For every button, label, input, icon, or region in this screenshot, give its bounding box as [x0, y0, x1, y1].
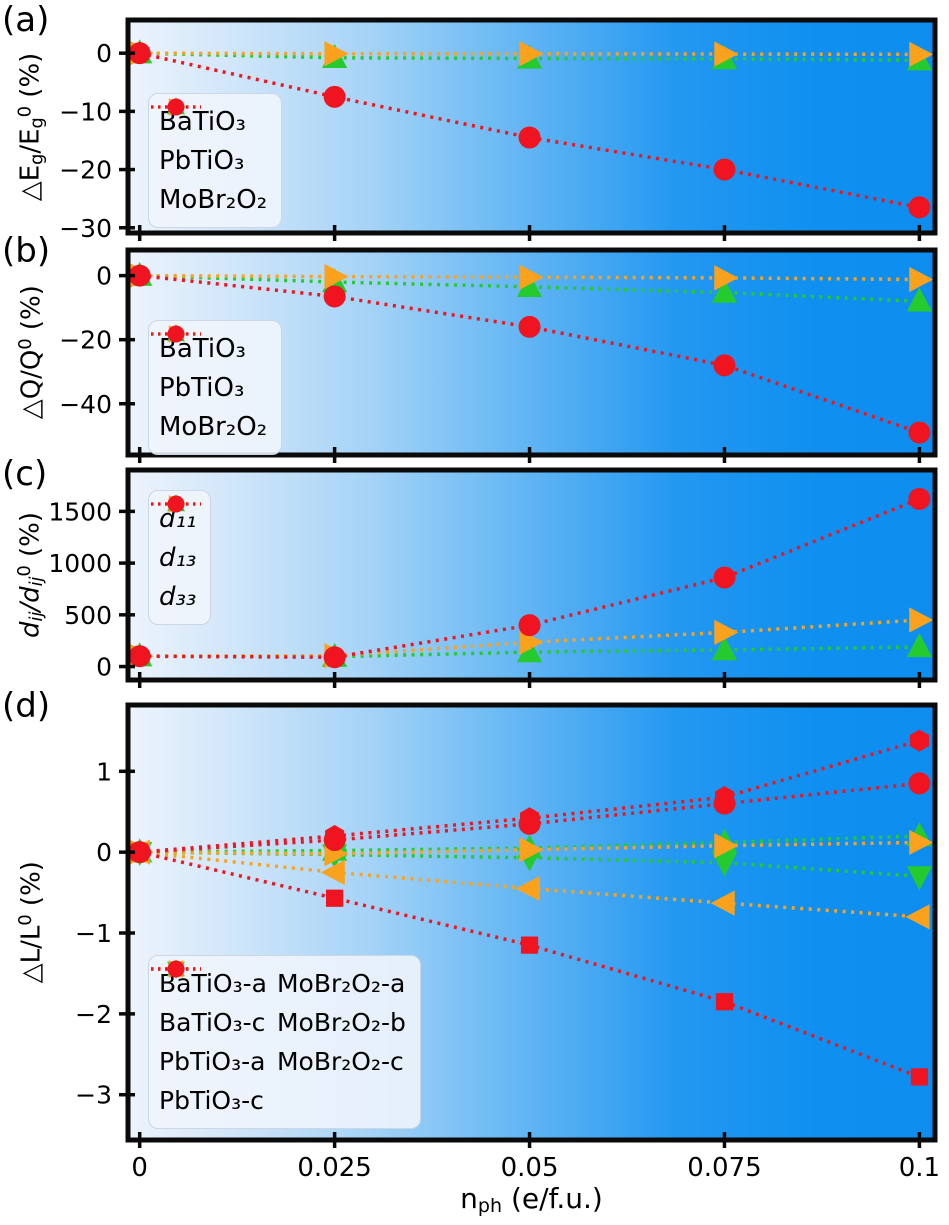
svg-text:0: 0	[96, 653, 112, 682]
svg-text:1000: 1000	[48, 549, 112, 578]
svg-text:0: 0	[96, 262, 112, 291]
svg-text:0.1: 0.1	[899, 1153, 940, 1183]
svg-text:−30: −30	[59, 214, 112, 243]
svg-text:1500: 1500	[48, 497, 112, 526]
svg-text:−20: −20	[59, 156, 112, 185]
panel-a-plot: 0 −10 −20 −30	[59, 17, 938, 243]
svg-text:−40: −40	[59, 390, 112, 419]
svg-text:−3: −3	[75, 1081, 112, 1110]
svg-text:−2: −2	[75, 1000, 112, 1029]
svg-text:−10: −10	[59, 97, 112, 126]
svg-text:−20: −20	[59, 326, 112, 355]
svg-text:0: 0	[96, 39, 112, 68]
panel-b-plot: 0 −20 −40	[59, 247, 938, 463]
panel-d-plot: 1 0 −1 −2 −3 0 0.025 0.05 0.075 0.1	[75, 702, 940, 1183]
svg-text:0: 0	[131, 1153, 148, 1183]
svg-text:500: 500	[64, 601, 112, 630]
svg-text:1: 1	[96, 757, 112, 786]
svg-text:0: 0	[96, 838, 112, 867]
panel-c-plot: 0 500 1000 1500	[48, 467, 938, 688]
svg-text:−1: −1	[75, 919, 112, 948]
svg-text:0.05: 0.05	[501, 1153, 559, 1183]
svg-text:0.075: 0.075	[687, 1153, 761, 1183]
svg-text:0.025: 0.025	[297, 1153, 371, 1183]
